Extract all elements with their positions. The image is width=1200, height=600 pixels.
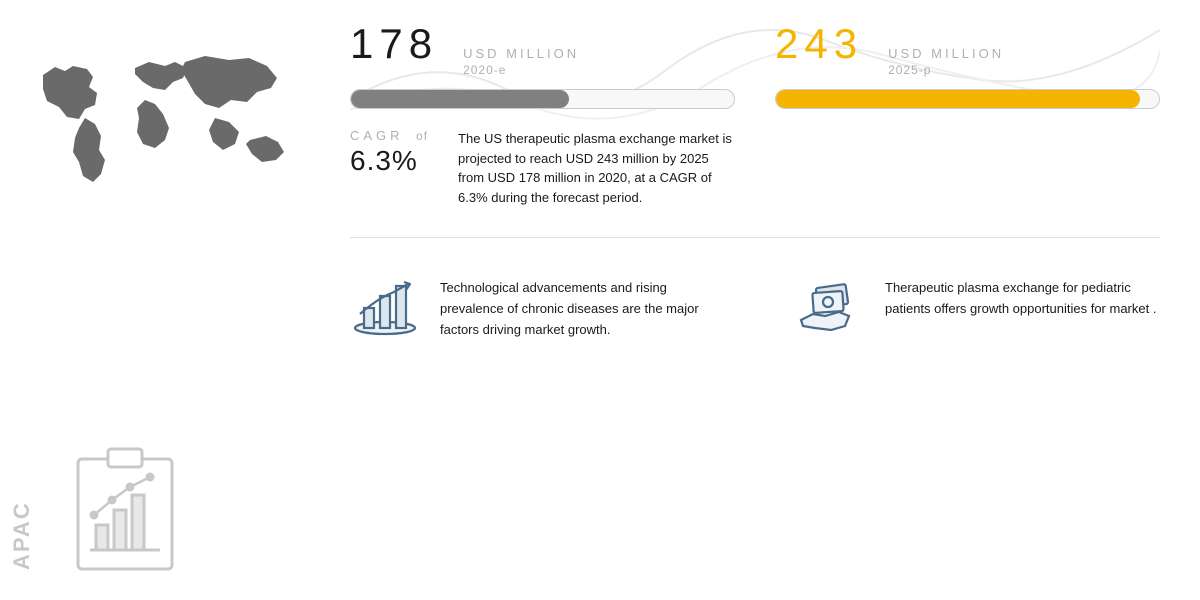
cagr-block: CAGR of 6.3% The US therapeutic plasma e… <box>350 127 735 207</box>
feature-text-pediatric: Therapeutic plasma exchange for pediatri… <box>885 278 1160 320</box>
stats-row: 178 USD MILLION 2020-e CAGR of <box>350 20 1160 238</box>
infographic-container: APAC <box>0 0 1200 600</box>
money-hand-icon <box>795 278 865 338</box>
stat-block-2025: 243 USD MILLION 2025-p <box>775 20 1160 207</box>
left-column: APAC <box>0 0 330 600</box>
stat-header: 243 USD MILLION 2025-p <box>775 20 1160 77</box>
stat-year: 2020-e <box>463 63 579 77</box>
stat-header: 178 USD MILLION 2020-e <box>350 20 735 77</box>
world-map-icon <box>25 40 305 200</box>
feature-text-tech: Technological advancements and rising pr… <box>440 278 715 340</box>
stat-unit: USD MILLION <box>888 46 1004 61</box>
stat-unit-wrap: USD MILLION 2025-p <box>888 46 1004 77</box>
stat-unit: USD MILLION <box>463 46 579 61</box>
progress-fill-2020 <box>351 90 569 108</box>
cagr-description: The US therapeutic plasma exchange marke… <box>458 127 735 207</box>
stat-unit-wrap: USD MILLION 2020-e <box>463 46 579 77</box>
progress-bar-2025 <box>775 89 1160 109</box>
stat-year: 2025-p <box>888 63 1004 77</box>
clipboard-chart-icon <box>70 445 180 575</box>
stat-number-2020: 178 <box>350 20 438 68</box>
features-row: Technological advancements and rising pr… <box>350 238 1160 340</box>
progress-fill-2025 <box>776 90 1140 108</box>
feature-block-tech: Technological advancements and rising pr… <box>350 278 715 340</box>
apac-label: APAC <box>9 501 35 570</box>
cagr-left: CAGR of 6.3% <box>350 127 428 177</box>
cagr-value: 6.3% <box>350 145 428 177</box>
feature-block-pediatric: Therapeutic plasma exchange for pediatri… <box>795 278 1160 340</box>
progress-bar-2020 <box>350 89 735 109</box>
bar-chart-icon <box>350 278 420 338</box>
stat-number-2025: 243 <box>775 20 863 68</box>
right-column: 178 USD MILLION 2020-e CAGR of <box>330 0 1200 600</box>
cagr-label: CAGR <box>350 128 404 143</box>
stat-block-2020: 178 USD MILLION 2020-e CAGR of <box>350 20 735 207</box>
cagr-of: of <box>416 129 428 143</box>
